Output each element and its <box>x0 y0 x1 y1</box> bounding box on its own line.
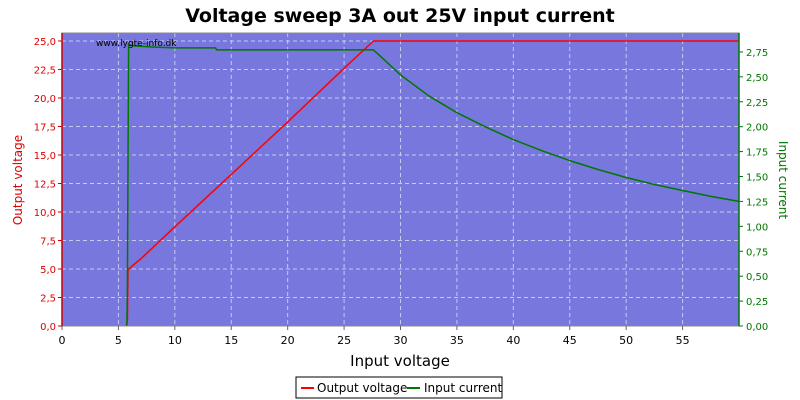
series-layer <box>125 40 740 327</box>
x-tick-label: 0 <box>59 334 66 347</box>
x-tick-label: 20 <box>281 334 295 347</box>
y-right-tick-label: 2,00 <box>746 123 768 134</box>
y-right-tick-label: 0,50 <box>746 272 768 283</box>
y-right-tick-label: 0,75 <box>746 247 768 258</box>
watermark: www.lygte-info.dk <box>96 39 177 49</box>
legend-label-input-current: Input current <box>424 381 502 395</box>
y-left-tick-label: 12,5 <box>34 179 56 190</box>
legend-box <box>295 376 503 399</box>
y-right-tick-label: 1,00 <box>746 222 768 233</box>
x-tick-label: 55 <box>676 334 690 347</box>
y-left-tick-label: 25,0 <box>34 37 56 48</box>
y-left-tick-label: 15,0 <box>34 151 56 162</box>
y-right-axis-label: Input current <box>776 141 790 219</box>
legend-label-output-voltage: Output voltage <box>317 381 407 395</box>
y-left-tick-label: 5,0 <box>40 265 56 276</box>
x-tick-label: 30 <box>394 334 408 347</box>
y-left-tick-label: 20,0 <box>34 94 56 105</box>
x-axis-ticks: 0 5 10 15 20 25 30 35 40 45 50 55 <box>59 326 690 347</box>
x-tick-label: 50 <box>619 334 633 347</box>
y-right-axis-ticks: 0,00 0,25 0,50 0,75 1,00 1,25 1,50 1,75 2,00 2,25… <box>739 48 768 333</box>
y-right-tick-label: 0,25 <box>746 297 768 308</box>
x-tick-label: 45 <box>563 334 577 347</box>
y-right-tick-label: 1,25 <box>746 197 768 208</box>
y-left-tick-label: 22,5 <box>34 65 56 76</box>
y-left-tick-label: 10,0 <box>34 208 56 219</box>
y-left-tick-label: 0,0 <box>40 322 56 333</box>
y-left-tick-label: 17,5 <box>34 122 56 133</box>
y-right-tick-label: 2,50 <box>746 73 768 84</box>
y-right-tick-label: 0,00 <box>746 322 768 333</box>
x-tick-label: 40 <box>506 334 520 347</box>
y-left-tick-label: 7,5 <box>40 236 56 247</box>
y-right-tick-label: 1,50 <box>746 173 768 184</box>
x-tick-label: 10 <box>168 334 182 347</box>
x-tick-label: 15 <box>224 334 238 347</box>
x-tick-label: 5 <box>115 334 122 347</box>
y-right-tick-label: 2,75 <box>746 48 768 59</box>
legend: Output voltage Input current <box>295 376 503 399</box>
y-left-axis-label: Output voltage <box>11 135 25 225</box>
x-tick-label: 35 <box>450 334 464 347</box>
chart-title: Voltage sweep 3A out 25V input current <box>185 5 615 27</box>
y-left-axis-ticks: 0,0 2,5 5,0 7,5 10,0 12,5 15,0 17,5 20,0 22,5 25,0 <box>34 37 62 333</box>
y-left-tick-label: 2,5 <box>40 293 56 304</box>
series-line-input-current <box>126 44 740 327</box>
grid-lines <box>62 33 739 326</box>
x-axis-label: Input voltage <box>350 352 450 370</box>
y-right-tick-label: 1,75 <box>746 148 768 159</box>
x-tick-label: 25 <box>337 334 351 347</box>
y-right-tick-label: 2,25 <box>746 98 768 109</box>
plot-area <box>62 33 739 326</box>
